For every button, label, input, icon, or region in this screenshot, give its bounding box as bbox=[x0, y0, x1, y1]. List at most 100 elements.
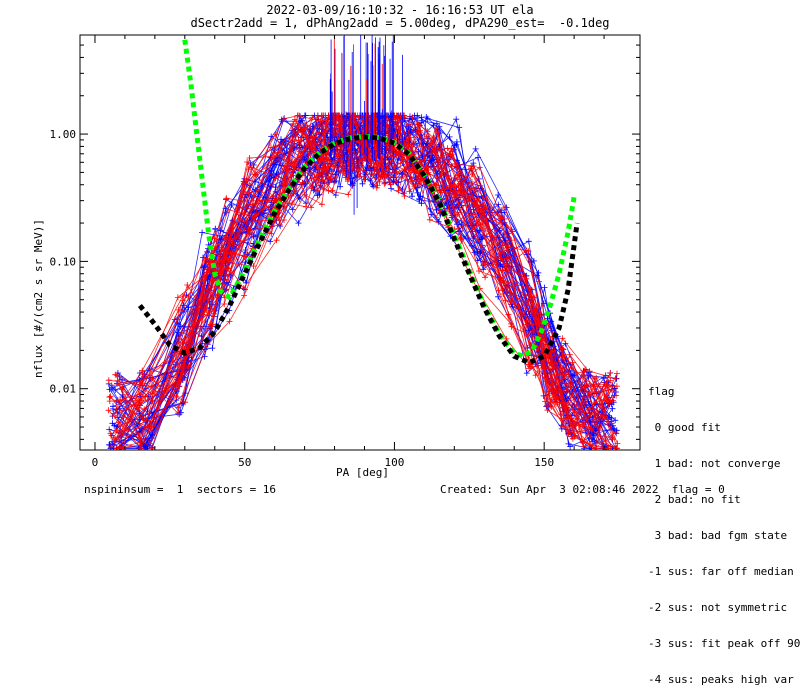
data-point bbox=[497, 255, 504, 262]
data-point bbox=[146, 440, 153, 447]
legend-item: -1 sus: far off median bbox=[648, 565, 794, 578]
data-point bbox=[316, 136, 323, 143]
data-point bbox=[558, 411, 565, 418]
data-point bbox=[245, 224, 252, 231]
data-point bbox=[453, 190, 460, 197]
data-point bbox=[455, 171, 462, 178]
data-point bbox=[175, 404, 182, 411]
data-point bbox=[312, 122, 319, 129]
data-point bbox=[221, 301, 228, 307]
data-point bbox=[308, 142, 315, 149]
data-point bbox=[401, 166, 408, 173]
data-point bbox=[114, 372, 120, 379]
data-point bbox=[179, 293, 186, 300]
data-point bbox=[569, 359, 576, 366]
data-point bbox=[590, 408, 597, 415]
y-tick-label: 0.10 bbox=[50, 255, 77, 268]
data-point bbox=[395, 187, 402, 194]
plot-area bbox=[105, 35, 621, 450]
data-point bbox=[272, 175, 279, 182]
data-point bbox=[504, 288, 511, 295]
data-point bbox=[585, 423, 592, 430]
x-tick-label: 0 bbox=[92, 456, 99, 469]
data-point bbox=[249, 201, 256, 208]
data-point bbox=[322, 112, 329, 119]
chart-title-line2: dSectr2add = 1, dPhAng2add = 5.00deg, dP… bbox=[190, 16, 610, 30]
data-point bbox=[482, 274, 489, 281]
data-point bbox=[384, 112, 391, 119]
data-point bbox=[246, 189, 253, 196]
data-point bbox=[110, 403, 116, 410]
data-point bbox=[604, 381, 611, 388]
data-point bbox=[272, 184, 279, 191]
data-point bbox=[111, 438, 118, 445]
data-point bbox=[141, 406, 148, 413]
data-point bbox=[240, 285, 247, 292]
data-point bbox=[603, 380, 610, 387]
data-point bbox=[276, 156, 283, 163]
data-point bbox=[250, 263, 257, 270]
data-point bbox=[137, 442, 144, 448]
data-point bbox=[612, 429, 619, 436]
data-point bbox=[344, 178, 351, 185]
data-point bbox=[186, 351, 193, 357]
data-point bbox=[210, 310, 217, 317]
data-point bbox=[400, 112, 407, 119]
data-point bbox=[448, 214, 455, 221]
flag-legend: flag 0 good fit 1 bad: not converge 2 ba… bbox=[648, 362, 800, 698]
data-point bbox=[447, 151, 454, 158]
data-point bbox=[530, 257, 537, 264]
legend-item: -2 sus: not symmetric bbox=[648, 601, 788, 614]
data-point bbox=[567, 443, 574, 450]
data-point bbox=[602, 433, 609, 440]
data-point bbox=[316, 171, 323, 178]
data-point bbox=[495, 287, 502, 294]
legend-item: 1 bad: not converge bbox=[648, 457, 781, 470]
data-point bbox=[241, 253, 248, 260]
data-point bbox=[612, 417, 619, 424]
data-point bbox=[290, 128, 297, 135]
data-point bbox=[541, 365, 548, 372]
data-point bbox=[113, 445, 120, 450]
data-point bbox=[544, 402, 551, 409]
data-point bbox=[173, 393, 180, 400]
data-point bbox=[225, 206, 232, 213]
data-point bbox=[545, 322, 552, 329]
data-point bbox=[175, 306, 182, 313]
data-point bbox=[407, 134, 414, 141]
data-point bbox=[361, 176, 368, 183]
data-point bbox=[415, 121, 422, 128]
data-point bbox=[453, 138, 460, 145]
data-point bbox=[482, 203, 489, 210]
data-point bbox=[303, 203, 309, 210]
data-point bbox=[314, 187, 321, 194]
data-point bbox=[182, 399, 189, 406]
data-point bbox=[559, 365, 566, 371]
data-point bbox=[428, 211, 435, 218]
data-point bbox=[185, 304, 192, 311]
data-point bbox=[579, 421, 586, 428]
data-point bbox=[139, 415, 146, 421]
data-point bbox=[547, 399, 554, 406]
data-point bbox=[223, 195, 230, 202]
data-point bbox=[322, 126, 329, 132]
x-tick-label: 100 bbox=[385, 456, 405, 469]
data-point bbox=[117, 397, 124, 404]
data-point bbox=[295, 220, 302, 227]
data-point bbox=[107, 430, 114, 437]
data-point bbox=[291, 116, 298, 123]
data-point bbox=[416, 196, 423, 203]
data-point bbox=[553, 388, 560, 395]
data-point bbox=[117, 444, 124, 450]
data-point bbox=[457, 235, 464, 242]
data-point bbox=[358, 155, 365, 161]
data-point bbox=[243, 177, 250, 184]
data-point bbox=[280, 115, 287, 122]
data-point bbox=[273, 196, 280, 203]
data-point bbox=[316, 129, 323, 136]
data-point bbox=[478, 209, 485, 216]
data-point bbox=[308, 204, 315, 211]
data-point bbox=[372, 174, 379, 181]
data-point bbox=[397, 160, 404, 167]
data-point bbox=[226, 249, 233, 256]
